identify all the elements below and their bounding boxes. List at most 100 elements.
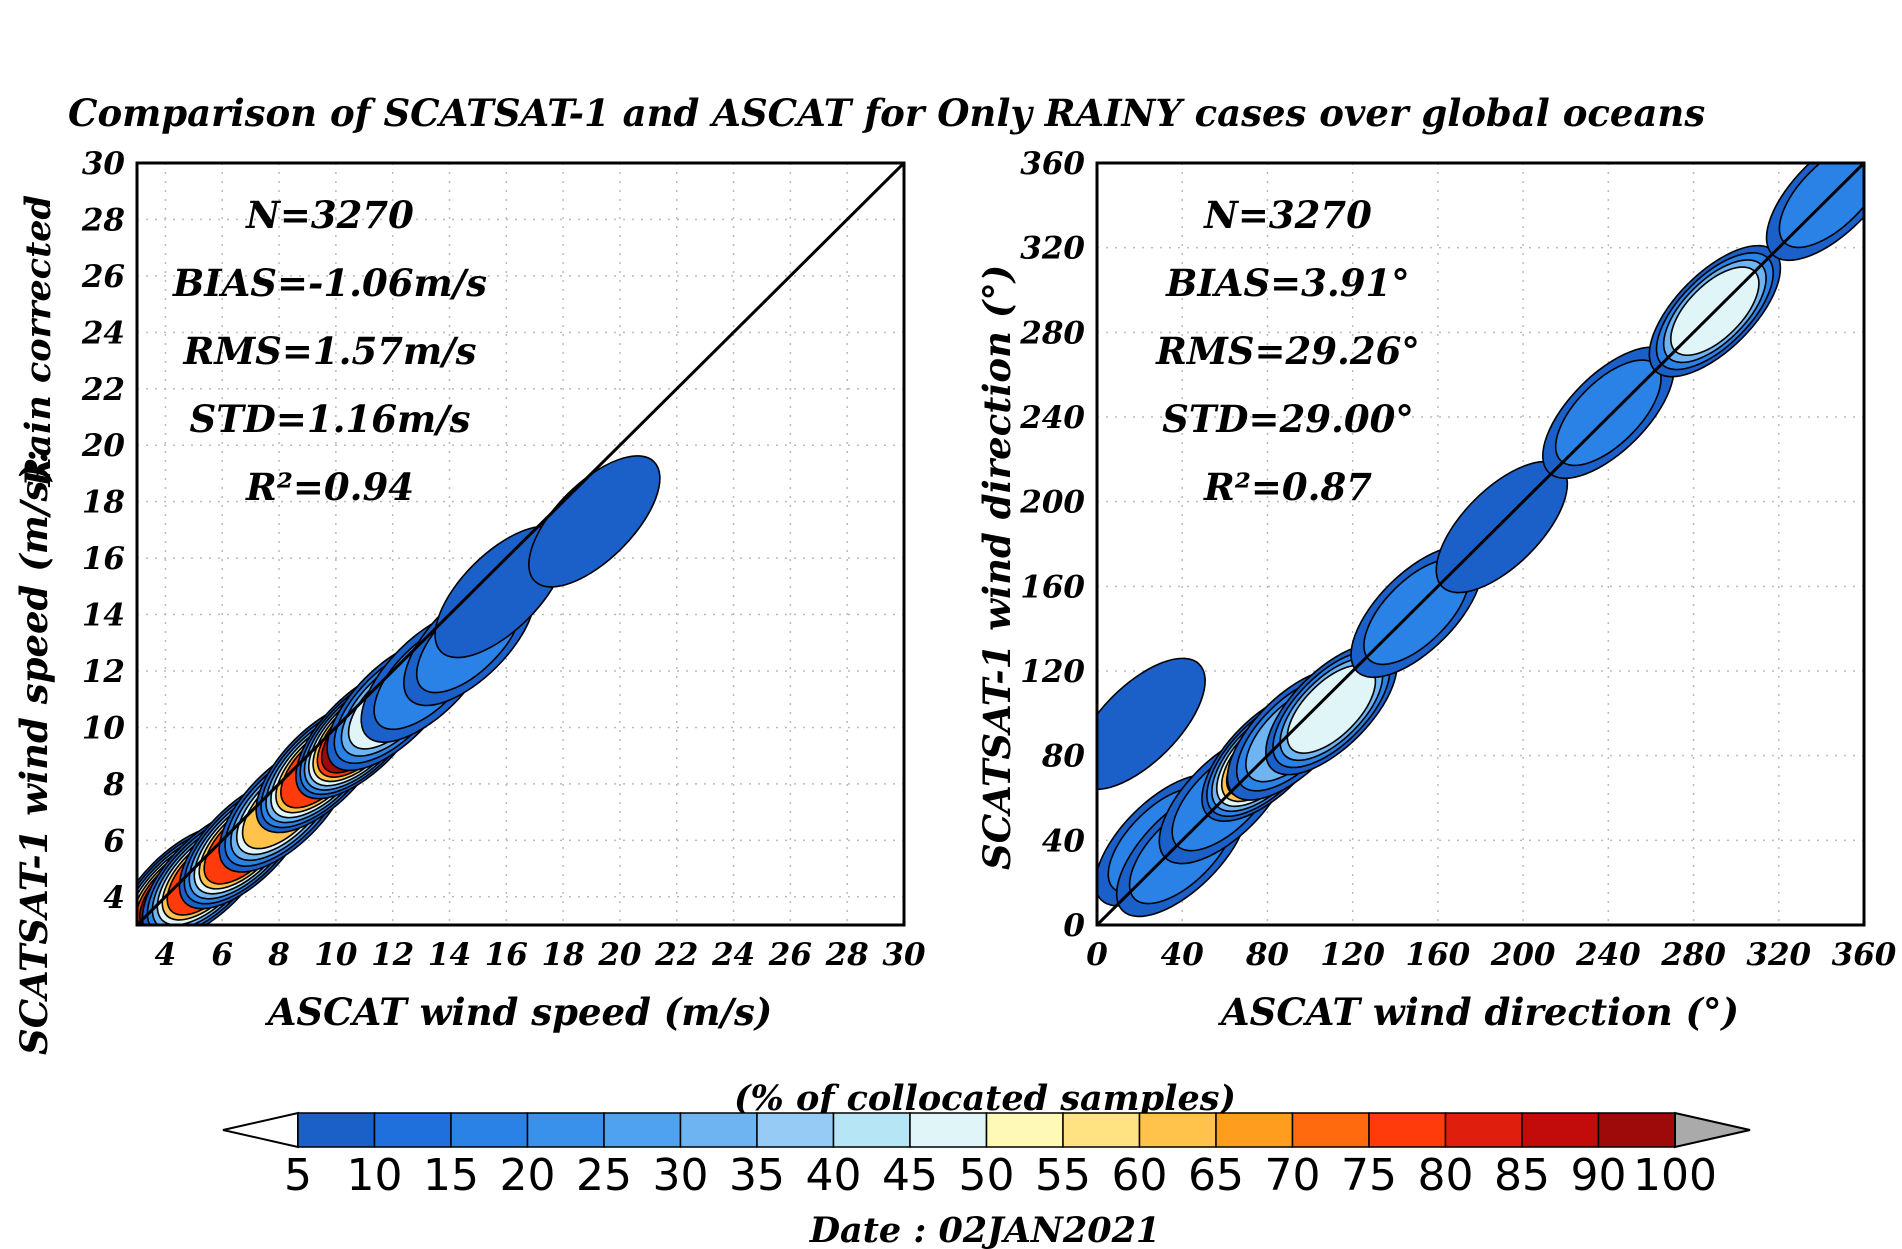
colorbar-label-4: 25 [576, 1150, 632, 1201]
left-stats: N=3270 BIAS=-1.06m/s RMS=1.57m/s STD=1.1… [172, 193, 487, 509]
right-y-tick-label-8: 320 [1020, 231, 1085, 267]
date-caption: Date : 02JAN2021 [809, 1210, 1161, 1249]
left-one-to-one-line [135, 161, 906, 927]
right-density-field [1097, 163, 1864, 918]
left-stat-rms: RMS=1.57m/s [182, 329, 476, 373]
colorbar-labels: 5 10 15 20 25 30 35 40 45 50 55 60 65 70 75 80 85 90 100 [284, 1150, 1717, 1201]
colorbar-swatch-6 [756, 1112, 835, 1148]
colorbar-label-15: 80 [1418, 1150, 1474, 1201]
left-y-axis-label: SCATSAT-1 wind speed (m/s): [12, 450, 56, 1055]
right-y-tick-label-7: 280 [1019, 315, 1085, 351]
left-x-tick-label-1: 6 [211, 937, 233, 973]
colorbar-swatch-13 [1291, 1112, 1370, 1148]
colorbar-label-8: 45 [882, 1150, 938, 1201]
colorbar-swatch-17 [1597, 1112, 1676, 1148]
right-y-tick-label-2: 80 [1041, 739, 1086, 775]
left-x-tick-label-10: 24 [711, 937, 755, 973]
colorbar-label-5: 30 [653, 1150, 709, 1201]
right-density-cell-9 [1542, 346, 1675, 480]
colorbar-swatch-10 [1062, 1112, 1141, 1148]
colorbar-label-2: 15 [423, 1150, 479, 1201]
right-y-tick-label-0: 0 [1063, 908, 1085, 944]
left-y-tick-label-5: 14 [82, 598, 125, 634]
right-y-tick-label-3: 120 [1020, 654, 1085, 690]
right-stat-r2: R²=0.87 [1203, 465, 1372, 509]
left-x-tick-label-8: 20 [597, 937, 642, 973]
right-stats: N=3270 BIAS=3.91° RMS=29.26° STD=29.00° … [1155, 193, 1420, 509]
left-x-tick-label-13: 30 [882, 937, 926, 973]
colorbar-over-arrow [1674, 1111, 1751, 1149]
colorbar-swatch-15 [1444, 1112, 1523, 1148]
left-x-tick-label-6: 16 [485, 937, 528, 973]
right-density-cell-0 [1097, 657, 1206, 791]
left-density-field [137, 455, 661, 925]
left-y-tick-label-0: 4 [103, 880, 125, 916]
right-y-tick-label-9: 360 [1020, 146, 1085, 182]
right-y-tick-label-1: 40 [1042, 823, 1086, 859]
left-y-tick-label-9: 22 [81, 372, 125, 408]
right-x-tick-label-3: 120 [1320, 937, 1385, 973]
colorbar-swatch-2 [450, 1112, 529, 1148]
left-y-tick-label-6: 16 [82, 541, 125, 577]
colorbar-swatch-12 [1215, 1112, 1294, 1148]
colorbar-swatch-1 [373, 1112, 452, 1148]
left-y-tick-label-11: 26 [81, 259, 125, 295]
right-y-axis-label: SCATSAT-1 wind direction (°) [975, 265, 1019, 870]
colorbar-label-11: 60 [1112, 1150, 1168, 1201]
colorbar-swatch-11 [1138, 1112, 1217, 1148]
left-x-tick-label-11: 26 [768, 937, 812, 973]
left-density-cell-10 [528, 455, 661, 588]
right-x-tick-label-4: 160 [1406, 937, 1471, 973]
left-x-tick-label-9: 22 [654, 937, 698, 973]
left-y-tick-label-13: 30 [82, 146, 126, 182]
left-tick-labels: 4 6 8 10 12 14 16 18 20 22 24 26 28 30468101214161820… [81, 146, 926, 973]
colorbar-label-16: 85 [1494, 1150, 1550, 1201]
left-x-tick-label-4: 12 [371, 937, 414, 973]
colorbar-label-17: 90 [1571, 1150, 1627, 1201]
colorbar-label-9: 50 [959, 1150, 1015, 1201]
right-stat-std: STD=29.00° [1162, 397, 1414, 441]
left-y-tick-label-2: 8 [102, 767, 125, 803]
left-stat-std: STD=1.16m/s [190, 397, 471, 441]
right-x-tick-label-5: 200 [1490, 937, 1556, 973]
side-label: Rain corrected [18, 195, 59, 488]
right-tick-labels: 0 40 80 120 160 200 240 280 320 360 0 40 80 120 160 200… [1019, 146, 1896, 973]
left-y-tick-label-1: 6 [103, 823, 125, 859]
right-x-tick-label-8: 320 [1746, 937, 1811, 973]
right-stat-rms: RMS=29.26° [1155, 329, 1420, 373]
colorbar-label-7: 40 [806, 1150, 862, 1201]
right-one-to-one-line [1095, 161, 1866, 927]
colorbar-swatch-4 [603, 1112, 682, 1148]
left-x-tick-label-0: 4 [155, 937, 177, 973]
left-panel: 4 6 8 10 12 14 16 18 20 22 24 26 28 30468101214161820… [12, 146, 926, 1055]
colorbar-swatch-5 [679, 1112, 758, 1148]
colorbar-swatch-7 [832, 1112, 911, 1148]
colorbar-swatch-0 [297, 1112, 376, 1148]
right-x-tick-label-6: 240 [1575, 937, 1641, 973]
right-y-tick-label-6: 240 [1019, 400, 1085, 436]
left-y-tick-label-4: 12 [82, 654, 125, 690]
left-y-tick-label-3: 10 [82, 710, 126, 746]
left-y-tick-label-8: 20 [81, 428, 126, 464]
right-x-tick-label-0: 0 [1086, 937, 1108, 973]
right-y-tick-label-5: 200 [1019, 485, 1085, 521]
left-stat-n: N=3270 [245, 193, 414, 237]
colorbar-swatch-16 [1521, 1112, 1600, 1148]
colorbar-swatch-8 [909, 1112, 988, 1148]
right-y-tick-label-4: 160 [1020, 569, 1085, 605]
colorbar-label-12: 65 [1188, 1150, 1244, 1201]
left-x-tick-label-2: 8 [267, 937, 290, 973]
colorbar-label-6: 35 [729, 1150, 785, 1201]
left-y-tick-label-10: 24 [81, 315, 125, 351]
colorbar-title: (% of collocated samples) [734, 1078, 1236, 1119]
colorbar-swatch-3 [526, 1112, 605, 1148]
colorbar-swatches [222, 1111, 1751, 1149]
figure-title: Comparison of SCATSAT-1 and ASCAT for On… [68, 91, 1705, 135]
colorbar-label-13: 70 [1265, 1150, 1321, 1201]
left-stat-bias: BIAS=-1.06m/s [172, 261, 487, 305]
left-x-tick-label-7: 18 [542, 937, 585, 973]
colorbar-label-1: 10 [347, 1150, 403, 1201]
left-plot-frame [135, 161, 906, 927]
right-x-tick-label-2: 80 [1245, 937, 1290, 973]
